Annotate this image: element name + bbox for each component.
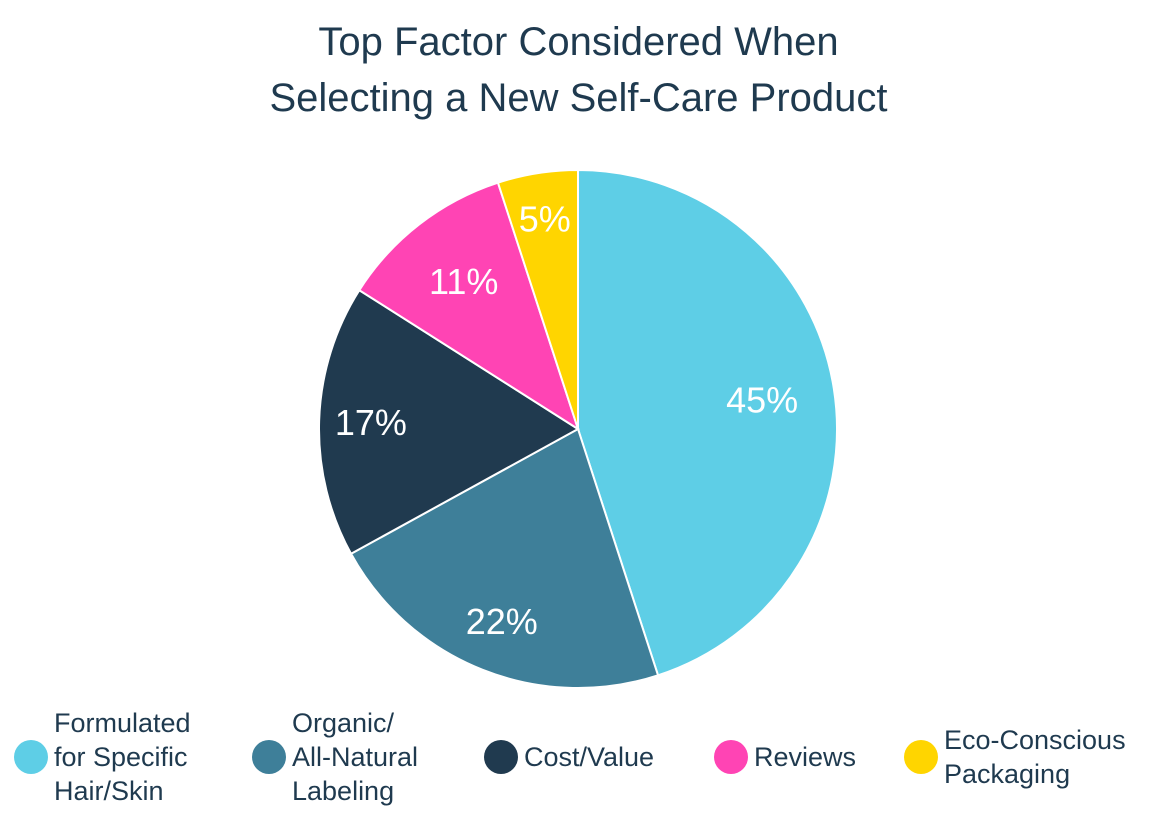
pie-slice-formulated — [577, 168, 838, 677]
legend-swatch-organic — [252, 740, 286, 774]
pie-slice-cost-value — [318, 288, 580, 556]
legend-item-cost-value: Cost/Value — [484, 740, 654, 774]
chart-title-line-1: Top Factor Considered When — [318, 20, 839, 64]
chart-title: Top Factor Considered When Selecting a N… — [0, 14, 1157, 126]
legend-swatch-cost-value — [484, 740, 518, 774]
legend-item-eco-conscious: Eco-Conscious Packaging — [904, 723, 1126, 791]
pie-label-organic: 22% — [466, 601, 538, 642]
legend-item-reviews: Reviews — [714, 740, 856, 774]
pie-label-reviews: 11% — [429, 261, 498, 302]
legend-swatch-reviews — [714, 740, 748, 774]
chart-title-line-2: Selecting a New Self-Care Product — [269, 76, 888, 120]
legend-label-formulated: Formulated for Specific Hair/Skin — [54, 708, 191, 806]
legend-label-reviews: Reviews — [754, 742, 857, 772]
pie-label-formulated: 45% — [726, 379, 798, 420]
legend-item-organic: Organic/ All-Natural Labeling — [252, 706, 418, 808]
legend-label-eco-conscious: Eco-Conscious Packaging — [944, 725, 1126, 789]
pie-slice-reviews — [357, 181, 580, 432]
legend-label-organic: Organic/ All-Natural Labeling — [292, 708, 419, 806]
legend-swatch-formulated — [14, 740, 48, 774]
pie-slice-organic — [349, 427, 660, 689]
pie-label-cost-value: 17% — [335, 402, 407, 443]
pie-label-eco-conscious: 5% — [519, 199, 571, 240]
pie-slice-eco-conscious — [496, 168, 579, 430]
legend-label-cost-value: Cost/Value — [524, 742, 655, 772]
legend-swatch-eco-conscious — [904, 740, 938, 774]
legend-item-formulated: Formulated for Specific Hair/Skin — [14, 706, 191, 808]
